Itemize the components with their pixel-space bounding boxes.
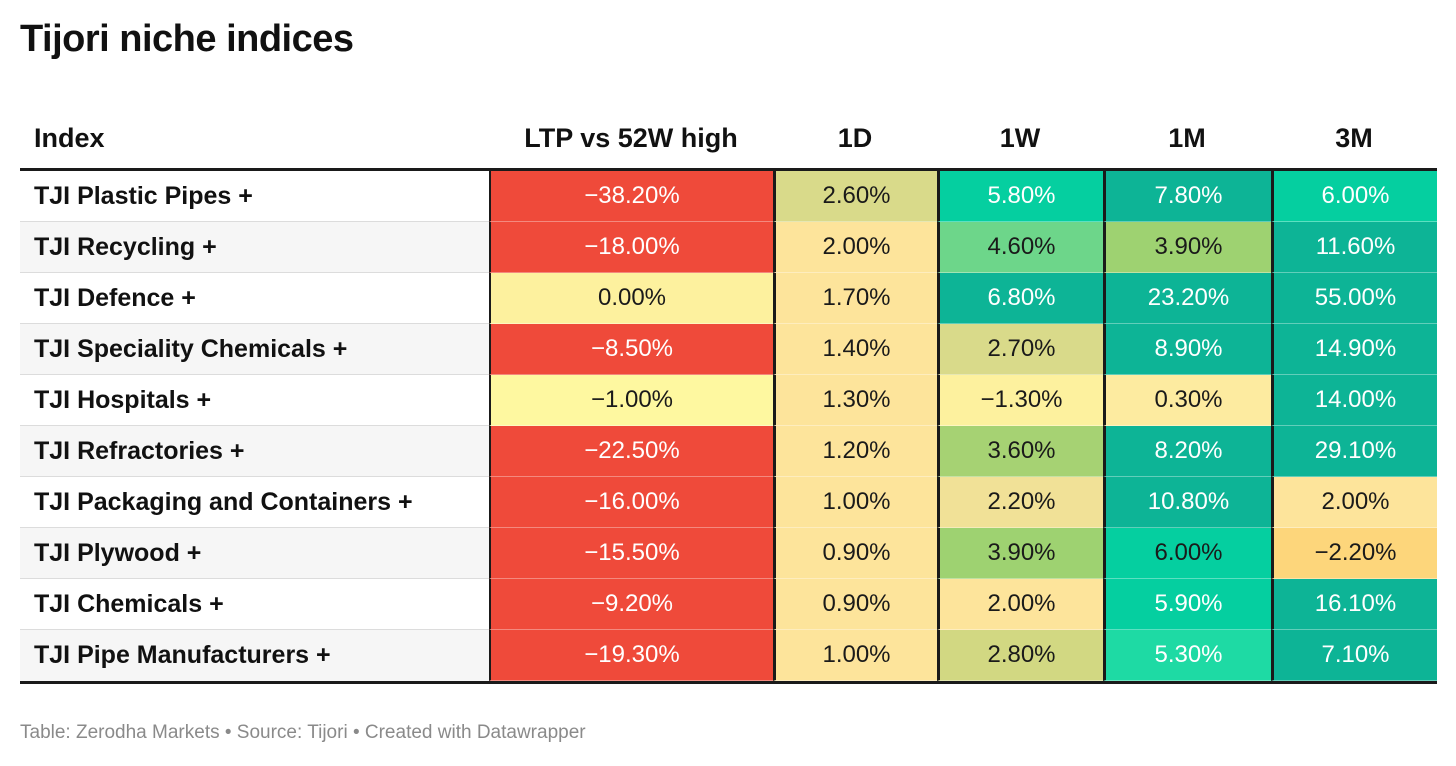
value-cell: −8.50% <box>489 324 773 375</box>
source-footer: Table: Zerodha Markets • Source: Tijori … <box>20 722 586 743</box>
value-cell: 6.00% <box>1103 528 1271 579</box>
header-1m: 1M <box>1168 122 1206 153</box>
value-cell: 0.90% <box>773 528 937 579</box>
value-cell: 23.20% <box>1103 273 1271 324</box>
value-cell: 0.30% <box>1103 375 1271 426</box>
value-cell: 8.90% <box>1103 324 1271 375</box>
page-title: Tijori niche indices <box>20 18 354 60</box>
value-cell: 29.10% <box>1271 426 1437 477</box>
table-row: TJI Plywood + −15.50% 0.90% 3.90% 6.00% −2.20… <box>20 528 1437 579</box>
value-cell: 2.20% <box>937 477 1103 528</box>
value-cell: 1.40% <box>773 324 937 375</box>
table-row: TJI Hospitals + −1.00% 1.30% −1.30% 0.30% 14.… <box>20 375 1437 426</box>
value-cell: 3.90% <box>1103 222 1271 273</box>
value-cell: −16.00% <box>489 477 773 528</box>
index-name: TJI Packaging and Containers + <box>20 477 489 528</box>
table-header: Index LTP vs 52W high 1D 1W 1M 3M <box>20 108 1437 171</box>
value-cell: −19.30% <box>489 630 773 681</box>
table-row: TJI Plastic Pipes + −38.20% 2.60% 5.80% 7.80… <box>20 171 1437 222</box>
value-cell: −22.50% <box>489 426 773 477</box>
value-cell: 6.80% <box>937 273 1103 324</box>
index-name: TJI Plywood + <box>20 528 489 579</box>
value-cell: 3.60% <box>937 426 1103 477</box>
header-ltp-vs-52w-high: LTP vs 52W high <box>524 122 738 153</box>
value-cell: 2.60% <box>773 171 937 222</box>
index-name: TJI Chemicals + <box>20 579 489 630</box>
index-name: TJI Pipe Manufacturers + <box>20 630 489 681</box>
value-cell: 11.60% <box>1271 222 1437 273</box>
value-cell: 5.90% <box>1103 579 1271 630</box>
value-cell: −1.00% <box>489 375 773 426</box>
value-cell: 2.00% <box>937 579 1103 630</box>
index-name: TJI Defence + <box>20 273 489 324</box>
value-cell: −18.00% <box>489 222 773 273</box>
value-cell: 4.60% <box>937 222 1103 273</box>
value-cell: 6.00% <box>1271 171 1437 222</box>
value-cell: 1.70% <box>773 273 937 324</box>
value-cell: −38.20% <box>489 171 773 222</box>
value-cell: 2.00% <box>1271 477 1437 528</box>
value-cell: 8.20% <box>1103 426 1271 477</box>
value-cell: −2.20% <box>1271 528 1437 579</box>
table-row: TJI Packaging and Containers + −16.00% 1.0… <box>20 477 1437 528</box>
table-row: TJI Chemicals + −9.20% 0.90% 2.00% 5.90% 16.1… <box>20 579 1437 630</box>
value-cell: −15.50% <box>489 528 773 579</box>
value-cell: 0.00% <box>489 273 773 324</box>
value-cell: 2.80% <box>937 630 1103 681</box>
value-cell: 55.00% <box>1271 273 1437 324</box>
header-1w: 1W <box>999 122 1041 153</box>
table-row: TJI Defence +0.00% 1.70% 6.80% 23.20% 55.00% <box>20 273 1437 324</box>
value-cell: 5.80% <box>937 171 1103 222</box>
value-cell: 1.20% <box>773 426 937 477</box>
value-cell: 1.00% <box>773 630 937 681</box>
index-name: TJI Recycling + <box>20 222 489 273</box>
value-cell: 14.90% <box>1271 324 1437 375</box>
table-row: TJI Pipe Manufacturers + −19.30% 1.00% 2.80… <box>20 630 1437 681</box>
value-cell: 16.10% <box>1271 579 1437 630</box>
index-name: TJI Plastic Pipes + <box>20 171 489 222</box>
value-cell: 7.80% <box>1103 171 1271 222</box>
value-cell: 7.10% <box>1271 630 1437 681</box>
table-body: TJI Plastic Pipes + −38.20% 2.60% 5.80% 7.80… <box>20 171 1437 684</box>
header-1d: 1D <box>837 122 873 153</box>
index-name: TJI Refractories + <box>20 426 489 477</box>
table-row: TJI Recycling + −18.00% 2.00% 4.60% 3.90% 11.… <box>20 222 1437 273</box>
table-row: TJI Speciality Chemicals + −8.50% 1.40% 2.7… <box>20 324 1437 375</box>
table-row: TJI Refractories + −22.50% 1.20% 3.60% 8.20%… <box>20 426 1437 477</box>
index-name: TJI Hospitals + <box>20 375 489 426</box>
value-cell: 1.00% <box>773 477 937 528</box>
value-cell: 1.30% <box>773 375 937 426</box>
value-cell: −1.30% <box>937 375 1103 426</box>
value-cell: 10.80% <box>1103 477 1271 528</box>
value-cell: −9.20% <box>489 579 773 630</box>
header-index: Index <box>34 122 105 153</box>
indices-table: Index LTP vs 52W high 1D 1W 1M 3M TJI Pl… <box>20 108 1437 684</box>
value-cell: 5.30% <box>1103 630 1271 681</box>
value-cell: 2.70% <box>937 324 1103 375</box>
value-cell: 3.90% <box>937 528 1103 579</box>
value-cell: 0.90% <box>773 579 937 630</box>
value-cell: 14.00% <box>1271 375 1437 426</box>
header-3m: 3M <box>1335 122 1373 153</box>
value-cell: 2.00% <box>773 222 937 273</box>
index-name: TJI Speciality Chemicals + <box>20 324 489 375</box>
